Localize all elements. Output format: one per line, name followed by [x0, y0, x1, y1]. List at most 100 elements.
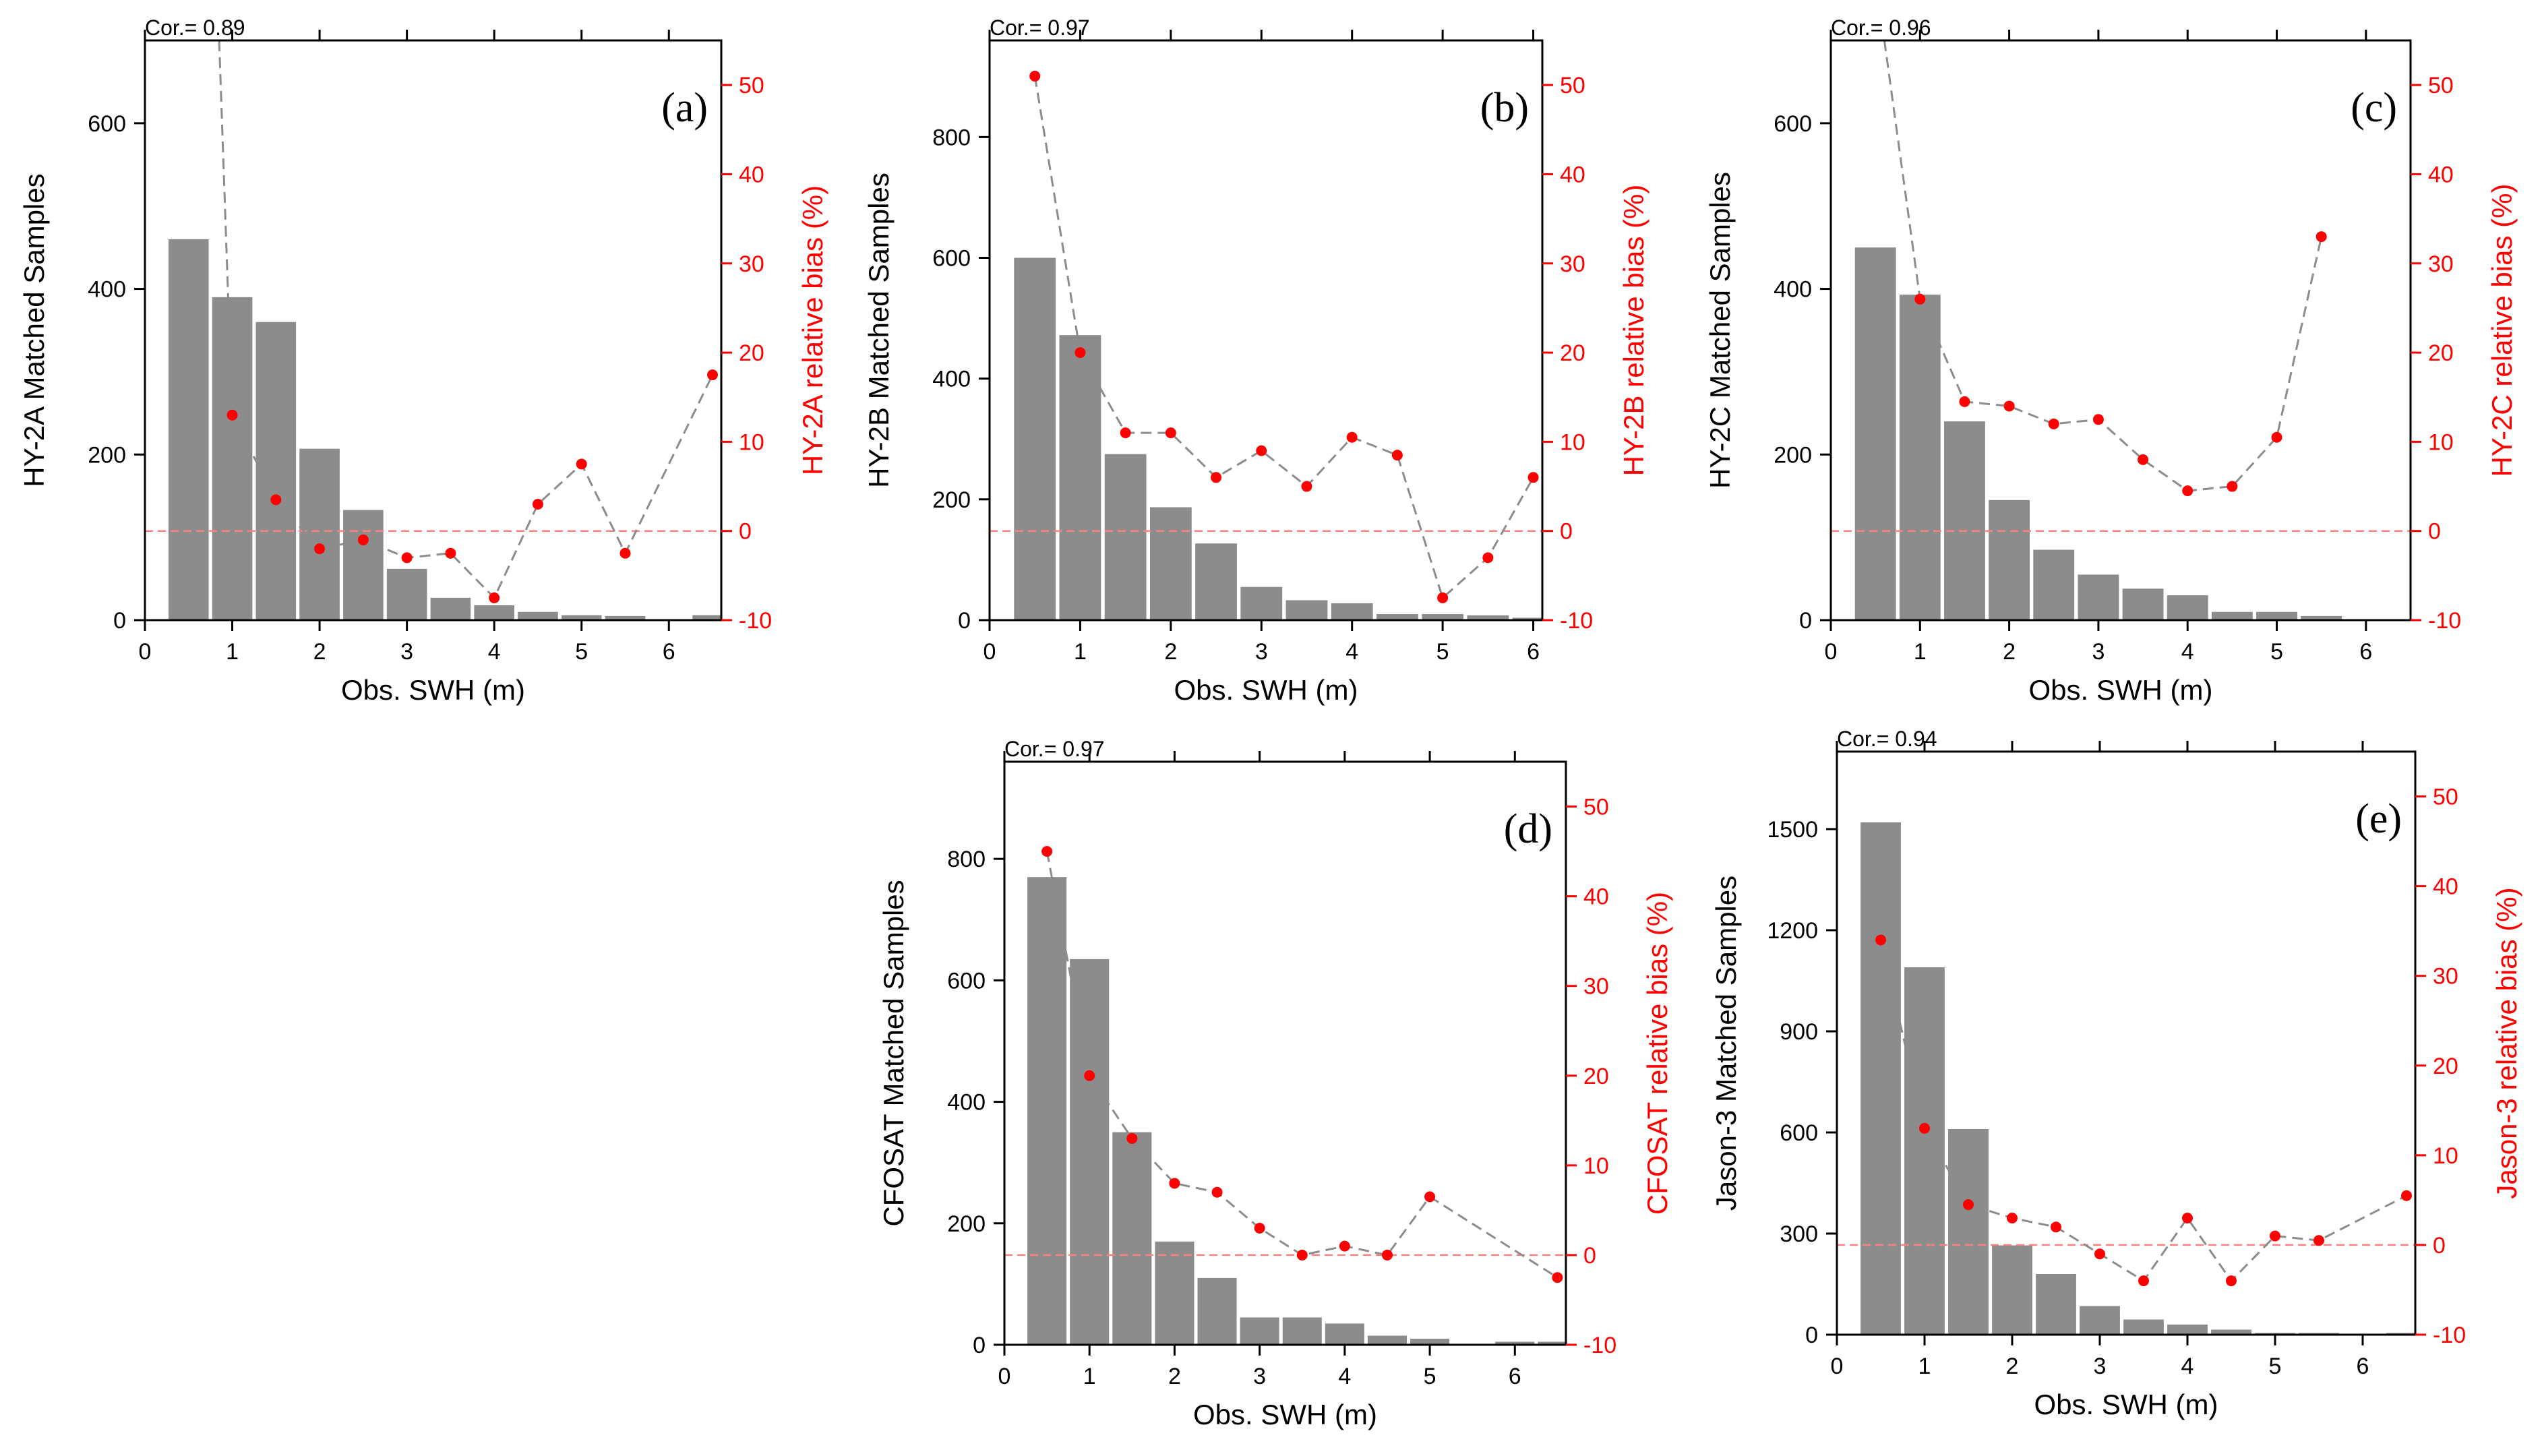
bar-d-5: [1240, 1317, 1279, 1345]
bar-b-5: [1240, 586, 1283, 620]
y-tick-label-c-0: 0: [1799, 608, 1812, 634]
y2-tick-label-c-0: -10: [2428, 608, 2461, 634]
bias-point-c-4: [2048, 418, 2059, 429]
bias-point-d-5: [1254, 1223, 1265, 1234]
bias-point-c-7: [2182, 485, 2193, 497]
bias-point-b-5: [1256, 445, 1267, 456]
y2-tick-label-c-1: 0: [2428, 519, 2441, 545]
y2-tick-label-d-2: 10: [1583, 1153, 1609, 1179]
bias-line-a: [218, 40, 714, 600]
bar-d-11: [1495, 1341, 1535, 1345]
bias-point-a-5: [401, 552, 413, 564]
y2-tick-label-b-1: 0: [1560, 519, 1573, 545]
bias-point-d-3: [1169, 1178, 1180, 1189]
bar-b-6: [1285, 600, 1328, 620]
plot-frame-a: [144, 39, 723, 621]
x-tick-label-e-5: 5: [2269, 1354, 2282, 1379]
x-tick-label-d-4: 4: [1338, 1364, 1351, 1389]
bias-point-e-10: [2313, 1235, 2324, 1246]
bias-point-b-9: [1437, 592, 1449, 603]
bar-a-6: [430, 597, 471, 620]
bar-a-5: [386, 568, 427, 620]
y-tick-label-e-5: 1500: [1767, 817, 1818, 843]
y2-tick-label-d-6: 50: [1583, 795, 1609, 820]
y-tick-label-e-1: 300: [1780, 1221, 1818, 1247]
bar-c-4: [2033, 549, 2075, 620]
x-axis-title-d: Obs. SWH (m): [1193, 1399, 1377, 1430]
y2-tick-label-a-1: 0: [739, 519, 752, 545]
bar-e-6: [2123, 1319, 2164, 1335]
y-tick-label-d-3: 600: [947, 968, 986, 994]
bias-point-b-2: [1120, 427, 1131, 439]
bias-point-c-8: [2227, 481, 2238, 492]
y2-tick-label-d-1: 0: [1583, 1243, 1596, 1269]
y2-tick-label-e-2: 10: [2433, 1143, 2458, 1169]
x-tick-label-a-2: 2: [313, 639, 326, 665]
bar-e-5: [2080, 1306, 2120, 1335]
plot-frame-b: [988, 39, 1544, 621]
x-tick-label-e-3: 3: [2094, 1354, 2107, 1379]
y2-tick-label-a-6: 50: [739, 73, 764, 98]
x-tick-label-e-1: 1: [1918, 1354, 1931, 1379]
bar-a-8: [518, 611, 558, 620]
bar-d-0: [1027, 877, 1067, 1345]
bias-point-d-0: [1041, 846, 1053, 857]
bias-point-d-1: [1084, 1070, 1095, 1081]
bias-point-d-9: [1424, 1191, 1436, 1203]
bias-point-a-7: [489, 592, 500, 603]
correlation-label-e: Cor.= 0.94: [1837, 727, 1937, 751]
y2-tick-label-b-2: 10: [1560, 429, 1585, 455]
bar-b-0: [1014, 257, 1056, 620]
x-tick-label-d-5: 5: [1424, 1364, 1436, 1389]
y-tick-label-b-3: 600: [932, 246, 971, 272]
y-tick-label-b-4: 800: [932, 125, 971, 150]
bias-point-a-12: [707, 369, 719, 381]
bias-point-e-6: [2138, 1275, 2149, 1287]
x-tick-label-c-4: 4: [2181, 639, 2194, 665]
bar-d-2: [1112, 1132, 1152, 1345]
bias-point-e-3: [2007, 1213, 2018, 1223]
bar-d-6: [1282, 1317, 1322, 1345]
y2-tick-label-a-5: 40: [739, 162, 764, 187]
y2-tick-label-a-2: 10: [739, 429, 764, 455]
y2-tick-label-b-0: -10: [1560, 608, 1593, 634]
panel-label-d: (d): [1504, 806, 1552, 852]
y-axis-title-c: HY-2C Matched Samples: [1704, 172, 1736, 489]
x-tick-label-b-1: 1: [1074, 639, 1087, 665]
bar-d-9: [1410, 1338, 1450, 1345]
x-tick-label-c-2: 2: [2003, 639, 2016, 665]
bar-d-7: [1325, 1323, 1364, 1345]
x-tick-label-a-5: 5: [575, 639, 588, 665]
bar-b-4: [1195, 543, 1237, 620]
y-tick-label-b-2: 400: [932, 367, 971, 392]
x-axis-title-b: Obs. SWH (m): [1174, 674, 1358, 706]
x-tick-label-a-4: 4: [488, 639, 501, 665]
bar-a-4: [343, 510, 384, 620]
y-tick-label-a-2: 400: [88, 277, 126, 303]
bias-point-e-8: [2226, 1275, 2237, 1287]
y2-axis-title-d: CFOSAT relative bias (%): [1641, 892, 1673, 1215]
bar-e-7: [2167, 1325, 2208, 1335]
panel-label-c: (c): [2351, 85, 2397, 131]
y2-axis-title-b: HY-2B relative bias (%): [1618, 185, 1650, 477]
bias-point-b-3: [1165, 427, 1176, 439]
bias-point-d-4: [1211, 1186, 1223, 1198]
bias-point-a-2: [270, 494, 282, 506]
bias-point-a-1: [226, 409, 238, 421]
x-tick-label-e-2: 2: [2006, 1354, 2019, 1379]
bias-point-c-3: [2003, 400, 2015, 412]
y-tick-label-d-1: 200: [947, 1211, 986, 1237]
y2-tick-label-b-6: 50: [1560, 73, 1585, 98]
bar-c-7: [2167, 595, 2208, 620]
bias-point-b-4: [1211, 472, 1222, 483]
x-tick-label-d-0: 0: [998, 1364, 1011, 1389]
plot-frame-d: [1003, 760, 1567, 1346]
bar-a-7: [474, 605, 514, 620]
bar-b-2: [1104, 454, 1147, 620]
bar-c-3: [1989, 499, 2030, 620]
x-tick-label-e-4: 4: [2181, 1354, 2194, 1379]
bar-c-1: [1899, 295, 1941, 620]
bar-b-10: [1467, 615, 1509, 620]
bar-c-2: [1944, 421, 1985, 620]
bar-d-1: [1070, 959, 1110, 1345]
